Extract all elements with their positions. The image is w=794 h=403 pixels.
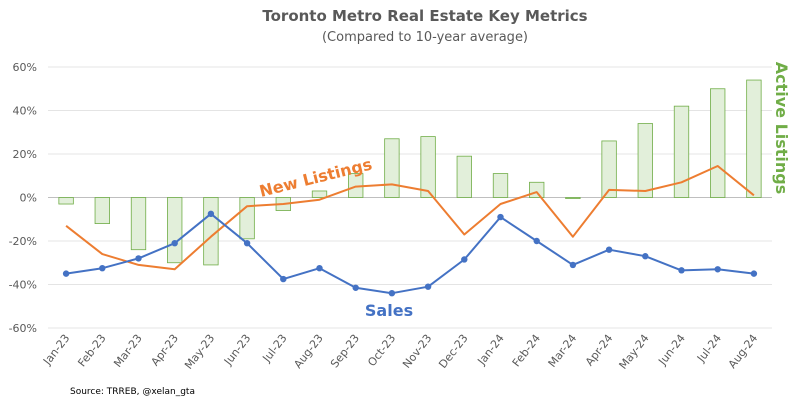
x-tick-label: Jun-23: [221, 332, 254, 368]
active-listings-bar: [94, 197, 110, 225]
sales-label: Sales: [365, 301, 413, 320]
sales-point: [497, 213, 504, 221]
sales-point: [135, 255, 142, 262]
sales-point: [352, 284, 359, 291]
x-tick-label: Aug-24: [726, 332, 761, 371]
active-listings-bar: [384, 138, 400, 198]
active-listings-bar: [58, 197, 74, 205]
sales-point: [642, 253, 649, 260]
y-tick-label: 0%: [20, 192, 37, 205]
active-listings-bar: [746, 79, 762, 198]
active-listings-bar: [239, 197, 255, 240]
sales-point: [243, 239, 251, 247]
y-tick-label: 40%: [13, 105, 37, 118]
y-tick-label: -40%: [9, 279, 37, 292]
active-listings-label: Active Listings: [772, 62, 791, 195]
x-axis-ticks: Jan-23 Feb-23 Mar-23 Apr-23 May-23 Jun-23 Jul-…: [40, 332, 760, 372]
x-tick-label: Jul-24: [694, 332, 724, 365]
sales-point: [62, 270, 70, 277]
active-listings-bar: [529, 181, 545, 198]
chart-title: Toronto Metro Real Estate Key Metrics: [262, 7, 587, 25]
x-tick-label: Sep-23: [328, 332, 362, 371]
sales-point: [99, 264, 106, 272]
sales-point: [171, 239, 178, 247]
sales-point: [533, 237, 540, 245]
y-tick-label: -20%: [9, 235, 37, 248]
active-listings-bar: [492, 173, 509, 198]
sales-point: [316, 264, 323, 272]
sales-point: [388, 290, 396, 297]
sales-line: [65, 212, 755, 295]
x-tick-label: Jan-24: [474, 332, 506, 368]
active-listings-bar: [456, 155, 472, 198]
active-listings-bar: [130, 197, 147, 251]
new-listings-line: [65, 165, 755, 271]
active-listings-bar: [311, 190, 328, 198]
active-listings-bar: [601, 140, 617, 198]
series-lines: [62, 165, 758, 297]
x-tick-label: Nov-23: [400, 332, 434, 371]
x-tick-label: Mar-23: [111, 332, 145, 370]
sales-point: [714, 266, 721, 273]
active-listings-bar: [565, 197, 581, 199]
x-tick-label: Apr-24: [583, 332, 616, 369]
sales-point: [424, 283, 432, 290]
x-tick-label: Jul-23: [260, 332, 290, 365]
y-tick-label: 20%: [13, 148, 37, 161]
x-tick-label: Feb-24: [510, 332, 543, 370]
x-tick-label: Jun-24: [655, 332, 688, 368]
sales-point: [569, 261, 577, 269]
x-tick-label: Aug-23: [291, 332, 326, 371]
active-listings-bar: [420, 136, 436, 198]
gridlines: [48, 66, 772, 329]
source-note: Source: TRREB, @xelan_gta: [70, 387, 195, 397]
x-tick-label: May-24: [616, 332, 651, 372]
sales-point: [280, 275, 287, 283]
active-listings-bar: [673, 105, 690, 198]
y-tick-label: 60%: [13, 61, 37, 74]
active-listings-bar: [167, 197, 183, 264]
x-tick-label: Feb-23: [75, 332, 108, 370]
active-listings-bar: [710, 88, 726, 198]
sales-point: [461, 256, 468, 263]
x-tick-label: Apr-23: [148, 332, 181, 369]
sales-point: [750, 270, 758, 277]
y-tick-label: -60%: [9, 322, 37, 335]
x-tick-label: Dec-23: [436, 332, 470, 371]
chart-subtitle: (Compared to 10-year average): [322, 30, 528, 45]
active-listings-bar: [637, 123, 653, 198]
active-listings-bars: [58, 79, 762, 266]
y-axis-ticks: 60% 40% 20% 0% -20% -40% -60%: [9, 61, 37, 335]
sales-point: [605, 246, 613, 253]
x-tick-label: May-23: [182, 332, 217, 372]
sales-point: [678, 267, 685, 274]
sales-point: [207, 210, 215, 218]
x-tick-label: Jan-23: [40, 332, 72, 368]
x-tick-label: Mar-24: [546, 332, 580, 370]
x-tick-label: Oct-23: [365, 332, 398, 369]
